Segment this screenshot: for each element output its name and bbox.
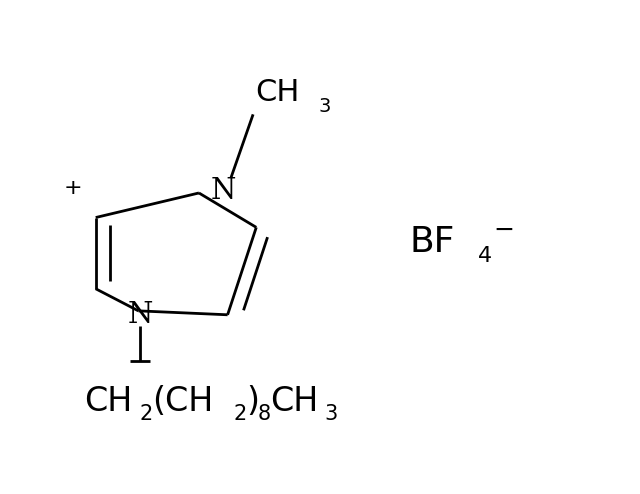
Text: N: N [211,176,236,205]
Text: −: − [493,218,515,242]
Text: 2: 2 [234,404,247,424]
Text: N: N [127,301,153,329]
Text: CH: CH [84,385,132,418]
Text: +: + [63,178,82,198]
Text: 3: 3 [324,404,338,424]
Text: BF: BF [409,225,454,259]
Text: 2: 2 [139,404,152,424]
Text: 3: 3 [318,96,330,116]
Text: CH: CH [269,385,318,418]
Text: 8: 8 [257,404,271,424]
Text: ): ) [246,385,260,418]
Text: 4: 4 [478,246,492,266]
Text: CH: CH [255,78,300,107]
Text: (CH: (CH [152,385,214,418]
